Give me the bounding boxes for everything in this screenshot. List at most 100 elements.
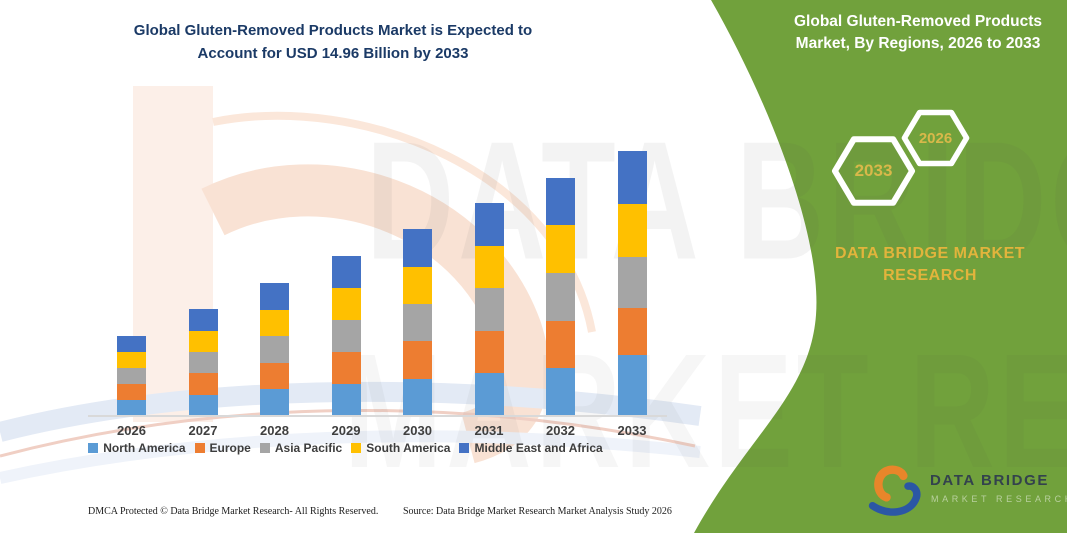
bar-segment-south-america (474, 245, 504, 289)
bar-segment-europe (117, 384, 146, 401)
bar-segment-north-america (617, 354, 647, 416)
stacked-bar-2027 (188, 309, 218, 416)
bar-segment-europe (260, 362, 289, 390)
chart-title-line1: Global Gluten-Removed Products Market is… (133, 22, 533, 39)
bar-segment-asia-pacific (188, 352, 218, 374)
bar-segment-middle-east-and-africa (403, 229, 432, 267)
hexagon-outline-icon (831, 136, 916, 206)
bar-segment-south-america (260, 309, 289, 337)
plot-area (88, 146, 672, 416)
bar-segment-asia-pacific (260, 336, 289, 363)
dbmr-logo: DATA BRIDGE MARKET RESEARCH (866, 456, 1067, 526)
hexagon-outline-icon (901, 109, 970, 167)
chart-title-line2: Account for USD 14.96 Billion by 2033 (197, 45, 469, 62)
legend-item-north-america: North America (88, 441, 186, 455)
chart-title: Global Gluten-Removed Products Market is… (90, 19, 576, 65)
dbmr-logo-subtitle: MARKET RESEARCH (931, 494, 1067, 504)
brand-wordmark-line1: DATA BRIDGE MARKET (834, 245, 1026, 262)
brand-wordmark: DATA BRIDGE MARKET RESEARCH (810, 243, 1050, 287)
bar-segment-south-america (331, 288, 361, 321)
stacked-bar-2030 (403, 229, 432, 416)
bar-segment-north-america (331, 384, 361, 416)
bar-segment-north-america (474, 373, 504, 416)
dbmr-logo-icon (868, 465, 921, 516)
bar-segment-north-america (117, 400, 146, 416)
bar-segment-asia-pacific (117, 368, 146, 385)
hexagon-2033: 2033 (829, 135, 918, 207)
legend-label: Asia Pacific (274, 441, 343, 455)
bar-segment-asia-pacific (331, 320, 361, 353)
x-axis-label-2033: 2033 (617, 423, 647, 438)
legend-label: Middle East and Africa (474, 441, 603, 455)
bar-segment-europe (188, 373, 218, 395)
bar-segment-europe (403, 341, 432, 379)
legend-swatch-icon (88, 443, 99, 453)
right-panel-title: Global Gluten-Removed Products Market, B… (770, 11, 1066, 55)
hexagon-2026: 2026 (900, 109, 971, 167)
legend-item-asia-pacific: Asia Pacific (259, 441, 343, 455)
footer-source-text: Source: Data Bridge Market Research Mark… (403, 506, 672, 517)
bar-segment-south-america (117, 352, 146, 369)
bar-segment-middle-east-and-africa (617, 151, 647, 205)
footer-dmca-text: DMCA Protected © Data Bridge Market Rese… (88, 506, 379, 517)
right-panel-title-line1: Global Gluten-Removed Products (793, 13, 1043, 30)
legend-label: North America (103, 441, 186, 455)
bar-segment-middle-east-and-africa (188, 309, 218, 331)
legend: North America Europe Asia Pacific South Ame… (63, 441, 628, 455)
bar-segment-middle-east-and-africa (331, 256, 361, 289)
legend-item-europe: Europe (194, 441, 251, 455)
bar-segment-north-america (188, 394, 218, 416)
bar-segment-europe (474, 330, 504, 374)
bar-segment-asia-pacific (617, 256, 647, 309)
legend-swatch-icon (259, 443, 270, 453)
bar-segment-south-america (617, 204, 647, 257)
x-axis-label-2030: 2030 (403, 423, 432, 438)
stacked-bar-2029 (331, 256, 361, 416)
x-axis-label-2027: 2027 (188, 423, 218, 438)
bar-segment-europe (546, 320, 575, 369)
legend-label: South America (366, 441, 451, 455)
bar-segment-middle-east-and-africa (260, 283, 289, 310)
legend-swatch-icon (459, 443, 470, 453)
x-axis-line (88, 415, 667, 417)
legend-item-middle-east-and-africa: Middle East and Africa (459, 441, 603, 455)
watermark-blue-swoosh (0, 381, 702, 442)
stacked-bar-2033 (617, 151, 647, 416)
bar-segment-north-america (403, 378, 432, 416)
bar-segment-south-america (403, 266, 432, 305)
brand-wordmark-line2: RESEARCH (883, 267, 977, 284)
watermark-blue-swoosh-2 (0, 430, 701, 484)
bar-segment-middle-east-and-africa (546, 177, 575, 226)
hexagon-year-label: 2033 (854, 161, 893, 180)
bar-segment-europe (617, 308, 647, 355)
bar-segment-north-america (546, 368, 575, 416)
hexagon-year-label: 2026 (918, 129, 953, 147)
x-axis-label-2031: 2031 (474, 423, 504, 438)
bar-segment-middle-east-and-africa (117, 336, 146, 353)
legend-item-south-america: South America (351, 441, 450, 455)
x-axis-label-2028: 2028 (260, 423, 289, 438)
bar-segment-north-america (260, 389, 289, 416)
bar-segment-middle-east-and-africa (474, 202, 504, 246)
bar-segment-asia-pacific (546, 273, 575, 321)
stacked-bar-2032 (546, 177, 575, 416)
stacked-bar-2028 (260, 283, 289, 416)
right-panel-title-line2: Market, By Regions, 2026 to 2033 (795, 35, 1041, 52)
x-axis-label-2032: 2032 (546, 423, 575, 438)
legend-swatch-icon (351, 443, 362, 453)
x-axis-label-2026: 2026 (117, 423, 146, 438)
legend-swatch-icon (194, 443, 205, 453)
green-panel-shape (694, 0, 1067, 533)
legend-label: Europe (209, 441, 251, 455)
x-axis-label-2029: 2029 (331, 423, 361, 438)
bar-segment-asia-pacific (474, 288, 504, 331)
stacked-bar-2031 (474, 202, 504, 416)
bar-segment-asia-pacific (403, 304, 432, 342)
bar-segment-south-america (188, 330, 218, 353)
stacked-bar-2026 (117, 336, 146, 416)
bar-segment-europe (331, 352, 361, 385)
x-axis-labels: 2026 2027 2028 2029 2030 2031 2032 2033 (88, 423, 672, 439)
dbmr-logo-name: DATA BRIDGE (930, 472, 1049, 489)
